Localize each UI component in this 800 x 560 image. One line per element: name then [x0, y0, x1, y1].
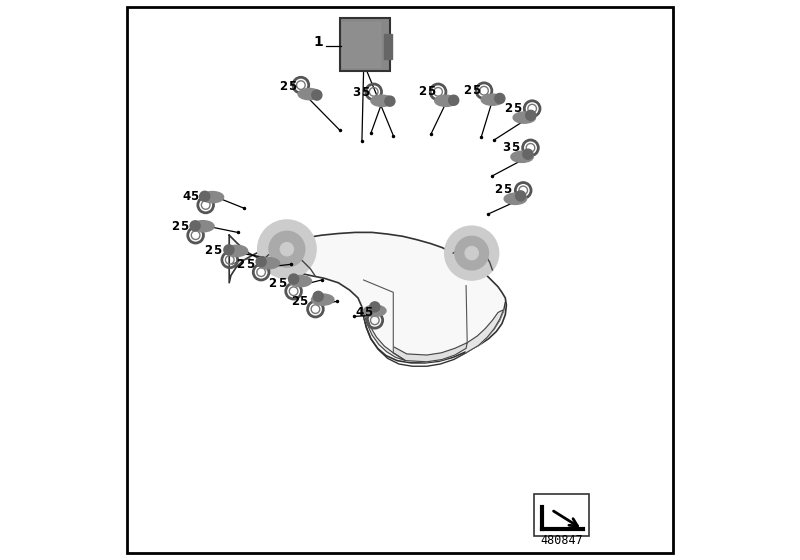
Ellipse shape — [256, 256, 266, 267]
Text: 5: 5 — [246, 258, 254, 270]
Circle shape — [258, 220, 316, 278]
Text: 5: 5 — [511, 141, 519, 154]
Ellipse shape — [224, 245, 234, 255]
Ellipse shape — [504, 193, 526, 204]
Text: 4: 4 — [355, 306, 364, 319]
Circle shape — [465, 246, 478, 260]
Text: 5: 5 — [180, 220, 188, 232]
Text: 5: 5 — [365, 306, 373, 319]
Text: 2: 2 — [171, 220, 179, 232]
Text: 5: 5 — [472, 84, 480, 97]
Ellipse shape — [515, 191, 526, 201]
Ellipse shape — [526, 110, 536, 120]
Ellipse shape — [298, 88, 321, 100]
Ellipse shape — [370, 302, 380, 312]
Ellipse shape — [511, 151, 534, 162]
Polygon shape — [230, 232, 506, 363]
Ellipse shape — [385, 96, 395, 106]
Ellipse shape — [289, 276, 311, 287]
Text: 5: 5 — [288, 80, 297, 92]
Text: 2: 2 — [463, 84, 471, 97]
Ellipse shape — [523, 149, 533, 159]
Text: 2: 2 — [268, 277, 276, 290]
Text: 3: 3 — [352, 86, 360, 99]
Text: 4: 4 — [182, 190, 190, 203]
Text: 1: 1 — [313, 35, 322, 49]
Ellipse shape — [200, 192, 210, 202]
Circle shape — [280, 242, 294, 256]
Circle shape — [445, 226, 498, 280]
Ellipse shape — [513, 112, 535, 123]
Text: 2: 2 — [205, 244, 213, 257]
Circle shape — [455, 236, 489, 270]
Text: 3: 3 — [502, 141, 510, 154]
Text: 5: 5 — [514, 102, 522, 115]
Text: 5: 5 — [299, 295, 308, 308]
Text: 2: 2 — [505, 102, 513, 115]
Ellipse shape — [289, 274, 298, 284]
Ellipse shape — [495, 94, 505, 104]
Text: 2: 2 — [290, 295, 298, 308]
Text: 5: 5 — [190, 190, 198, 203]
Ellipse shape — [226, 245, 248, 256]
FancyBboxPatch shape — [340, 18, 390, 71]
Ellipse shape — [363, 305, 386, 316]
Text: 5: 5 — [214, 244, 222, 257]
Text: 2: 2 — [494, 183, 502, 196]
Ellipse shape — [312, 90, 322, 100]
Polygon shape — [362, 307, 406, 361]
Text: 5: 5 — [278, 277, 286, 290]
Ellipse shape — [311, 294, 334, 305]
Text: 480847: 480847 — [541, 534, 583, 547]
Ellipse shape — [190, 221, 200, 231]
Text: 2: 2 — [279, 80, 287, 92]
Ellipse shape — [434, 95, 457, 106]
Ellipse shape — [371, 95, 394, 106]
Polygon shape — [466, 310, 504, 353]
Polygon shape — [394, 343, 467, 362]
Text: 2: 2 — [418, 85, 426, 98]
Ellipse shape — [258, 258, 280, 269]
Circle shape — [269, 231, 305, 267]
Ellipse shape — [192, 221, 214, 232]
Text: 5: 5 — [427, 85, 435, 98]
Ellipse shape — [313, 291, 323, 301]
Ellipse shape — [481, 94, 504, 105]
Ellipse shape — [449, 95, 458, 105]
Bar — [342, 22, 380, 67]
Bar — [384, 34, 392, 59]
Text: 2: 2 — [236, 258, 245, 270]
Text: 5: 5 — [503, 183, 512, 196]
Ellipse shape — [202, 192, 224, 203]
Bar — [534, 494, 590, 536]
Text: 5: 5 — [361, 86, 370, 99]
